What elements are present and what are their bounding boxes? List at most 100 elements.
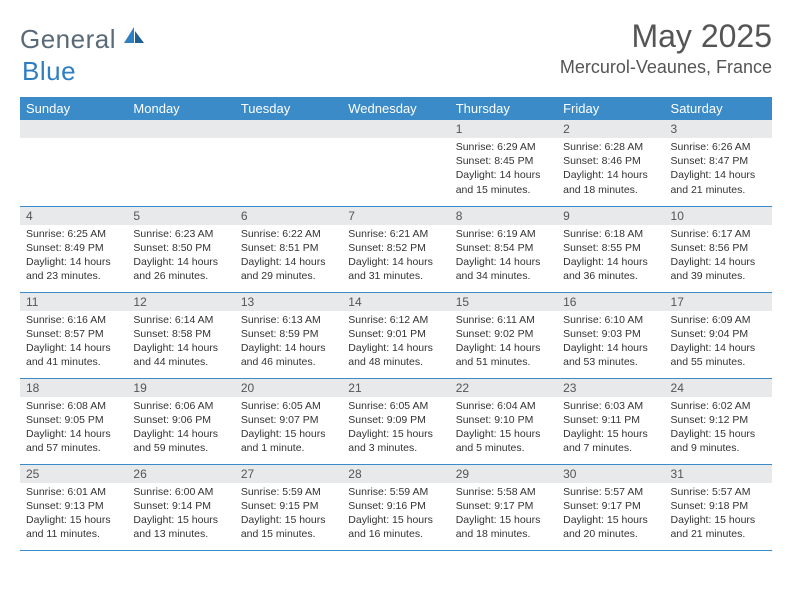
sunrise-text: Sunrise: 6:18 AM [563,227,658,241]
sunrise-text: Sunrise: 6:04 AM [456,399,551,413]
weekday-header-row: Sunday Monday Tuesday Wednesday Thursday… [20,97,772,120]
sunrise-text: Sunrise: 6:09 AM [671,313,766,327]
day-number [20,120,127,138]
day-info: Sunrise: 5:59 AMSunset: 9:15 PMDaylight:… [235,483,342,546]
calendar-day-cell: 5Sunrise: 6:23 AMSunset: 8:50 PMDaylight… [127,206,234,292]
sunset-text: Sunset: 8:52 PM [348,241,443,255]
sunrise-text: Sunrise: 6:25 AM [26,227,121,241]
day-number: 4 [20,207,127,225]
weekday-header: Thursday [450,97,557,120]
day-number: 11 [20,293,127,311]
day-info: Sunrise: 6:03 AMSunset: 9:11 PMDaylight:… [557,397,664,460]
day-number: 18 [20,379,127,397]
calendar-day-cell: 20Sunrise: 6:05 AMSunset: 9:07 PMDayligh… [235,378,342,464]
day-info [20,138,127,144]
daylight-text: Daylight: 14 hours and 34 minutes. [456,255,551,283]
sunset-text: Sunset: 8:45 PM [456,154,551,168]
calendar-day-cell: 15Sunrise: 6:11 AMSunset: 9:02 PMDayligh… [450,292,557,378]
daylight-text: Daylight: 14 hours and 48 minutes. [348,341,443,369]
day-number [127,120,234,138]
sunset-text: Sunset: 9:18 PM [671,499,766,513]
sunset-text: Sunset: 8:46 PM [563,154,658,168]
day-number: 19 [127,379,234,397]
location-text: Mercurol-Veaunes, France [560,57,772,78]
daylight-text: Daylight: 15 hours and 21 minutes. [671,513,766,541]
calendar-day-cell [342,120,449,206]
day-number: 3 [665,120,772,138]
logo: General [20,18,148,55]
calendar-day-cell: 28Sunrise: 5:59 AMSunset: 9:16 PMDayligh… [342,464,449,550]
sunrise-text: Sunrise: 6:01 AM [26,485,121,499]
page-title: May 2025 [560,18,772,55]
day-number: 12 [127,293,234,311]
daylight-text: Daylight: 14 hours and 46 minutes. [241,341,336,369]
day-number: 8 [450,207,557,225]
day-number: 13 [235,293,342,311]
day-info: Sunrise: 6:05 AMSunset: 9:09 PMDaylight:… [342,397,449,460]
sunset-text: Sunset: 8:55 PM [563,241,658,255]
day-info: Sunrise: 6:19 AMSunset: 8:54 PMDaylight:… [450,225,557,288]
weekday-header: Monday [127,97,234,120]
daylight-text: Daylight: 14 hours and 51 minutes. [456,341,551,369]
day-info: Sunrise: 6:13 AMSunset: 8:59 PMDaylight:… [235,311,342,374]
daylight-text: Daylight: 14 hours and 53 minutes. [563,341,658,369]
calendar-day-cell: 27Sunrise: 5:59 AMSunset: 9:15 PMDayligh… [235,464,342,550]
calendar-day-cell: 24Sunrise: 6:02 AMSunset: 9:12 PMDayligh… [665,378,772,464]
sunrise-text: Sunrise: 6:17 AM [671,227,766,241]
calendar-table: Sunday Monday Tuesday Wednesday Thursday… [20,97,772,551]
calendar-day-cell: 22Sunrise: 6:04 AMSunset: 9:10 PMDayligh… [450,378,557,464]
sunset-text: Sunset: 8:47 PM [671,154,766,168]
calendar-day-cell: 11Sunrise: 6:16 AMSunset: 8:57 PMDayligh… [20,292,127,378]
sunset-text: Sunset: 9:14 PM [133,499,228,513]
title-block: May 2025 Mercurol-Veaunes, France [560,18,772,78]
sunrise-text: Sunrise: 6:08 AM [26,399,121,413]
sunrise-text: Sunrise: 6:19 AM [456,227,551,241]
daylight-text: Daylight: 14 hours and 26 minutes. [133,255,228,283]
calendar-day-cell: 9Sunrise: 6:18 AMSunset: 8:55 PMDaylight… [557,206,664,292]
logo-text-general: General [20,24,116,55]
daylight-text: Daylight: 15 hours and 1 minute. [241,427,336,455]
day-info: Sunrise: 6:29 AMSunset: 8:45 PMDaylight:… [450,138,557,201]
day-number [342,120,449,138]
calendar-day-cell: 26Sunrise: 6:00 AMSunset: 9:14 PMDayligh… [127,464,234,550]
calendar-day-cell: 6Sunrise: 6:22 AMSunset: 8:51 PMDaylight… [235,206,342,292]
daylight-text: Daylight: 14 hours and 23 minutes. [26,255,121,283]
daylight-text: Daylight: 15 hours and 9 minutes. [671,427,766,455]
sunset-text: Sunset: 8:58 PM [133,327,228,341]
calendar-day-cell: 12Sunrise: 6:14 AMSunset: 8:58 PMDayligh… [127,292,234,378]
calendar-page: General May 2025 Mercurol-Veaunes, Franc… [0,0,792,561]
day-info: Sunrise: 6:12 AMSunset: 9:01 PMDaylight:… [342,311,449,374]
day-number: 28 [342,465,449,483]
sunrise-text: Sunrise: 5:57 AM [563,485,658,499]
day-number: 9 [557,207,664,225]
calendar-week-row: 1Sunrise: 6:29 AMSunset: 8:45 PMDaylight… [20,120,772,206]
day-number: 24 [665,379,772,397]
day-info [235,138,342,144]
sunrise-text: Sunrise: 6:11 AM [456,313,551,327]
day-info: Sunrise: 6:28 AMSunset: 8:46 PMDaylight:… [557,138,664,201]
day-number: 5 [127,207,234,225]
daylight-text: Daylight: 15 hours and 16 minutes. [348,513,443,541]
daylight-text: Daylight: 14 hours and 39 minutes. [671,255,766,283]
daylight-text: Daylight: 14 hours and 59 minutes. [133,427,228,455]
day-info: Sunrise: 6:10 AMSunset: 9:03 PMDaylight:… [557,311,664,374]
calendar-day-cell: 30Sunrise: 5:57 AMSunset: 9:17 PMDayligh… [557,464,664,550]
sunset-text: Sunset: 9:07 PM [241,413,336,427]
sunrise-text: Sunrise: 6:03 AM [563,399,658,413]
daylight-text: Daylight: 14 hours and 57 minutes. [26,427,121,455]
day-info: Sunrise: 6:14 AMSunset: 8:58 PMDaylight:… [127,311,234,374]
sunset-text: Sunset: 9:02 PM [456,327,551,341]
sunset-text: Sunset: 9:11 PM [563,413,658,427]
daylight-text: Daylight: 15 hours and 3 minutes. [348,427,443,455]
daylight-text: Daylight: 15 hours and 5 minutes. [456,427,551,455]
day-number [235,120,342,138]
day-info: Sunrise: 6:06 AMSunset: 9:06 PMDaylight:… [127,397,234,460]
day-info: Sunrise: 6:16 AMSunset: 8:57 PMDaylight:… [20,311,127,374]
sunset-text: Sunset: 9:17 PM [456,499,551,513]
calendar-day-cell: 4Sunrise: 6:25 AMSunset: 8:49 PMDaylight… [20,206,127,292]
sunrise-text: Sunrise: 5:58 AM [456,485,551,499]
calendar-day-cell: 8Sunrise: 6:19 AMSunset: 8:54 PMDaylight… [450,206,557,292]
logo-text-blue: Blue [22,56,76,86]
day-info: Sunrise: 5:57 AMSunset: 9:17 PMDaylight:… [557,483,664,546]
day-number: 29 [450,465,557,483]
